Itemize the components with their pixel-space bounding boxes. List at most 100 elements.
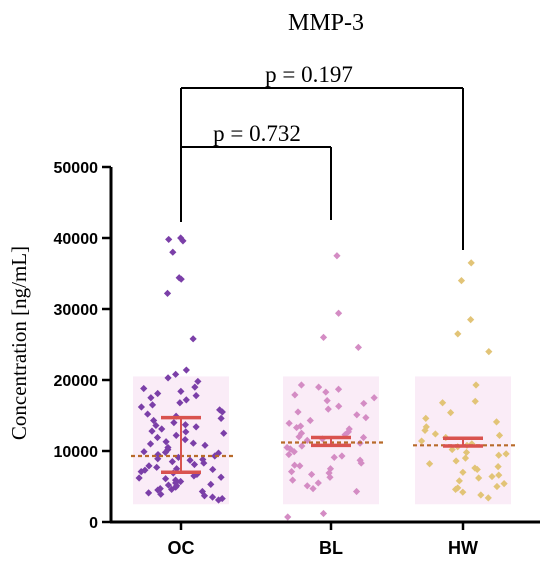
y-tick-label: 20000 — [54, 373, 99, 390]
data-point — [199, 455, 207, 464]
data-point — [153, 463, 161, 471]
data-point — [145, 489, 153, 497]
data-point — [295, 433, 303, 441]
data-point — [220, 429, 228, 437]
data-point — [309, 485, 317, 493]
data-point — [182, 366, 190, 374]
data-point — [191, 383, 199, 391]
data-point — [140, 384, 148, 393]
data-point — [285, 450, 293, 459]
data-point — [485, 348, 493, 356]
data-point — [370, 394, 378, 402]
data-point — [314, 479, 322, 487]
data-point — [158, 425, 166, 433]
data-point — [359, 433, 368, 442]
data-point — [473, 465, 481, 474]
data-point — [471, 464, 479, 472]
data-point — [161, 475, 170, 483]
data-point — [290, 448, 298, 456]
data-point — [217, 473, 225, 481]
data-point — [144, 410, 152, 418]
data-point — [357, 459, 365, 467]
x-tick-label: BL — [319, 538, 343, 558]
data-point — [140, 448, 148, 456]
data-point — [137, 467, 145, 476]
data-point — [181, 421, 190, 429]
data-point — [345, 425, 353, 433]
data-point — [297, 381, 306, 389]
data-point — [154, 486, 162, 494]
data-point — [422, 423, 430, 431]
data-point — [163, 289, 172, 297]
data-point — [170, 419, 178, 427]
data-point — [315, 383, 323, 391]
data-point — [287, 467, 296, 476]
data-point — [461, 454, 470, 462]
data-point — [467, 316, 475, 324]
data-point — [448, 445, 456, 454]
data-point — [467, 259, 475, 267]
data-point — [147, 394, 155, 402]
x-tick-label: OC — [168, 538, 195, 558]
data-point — [162, 438, 170, 446]
data-point — [214, 496, 223, 504]
data-point — [452, 457, 460, 465]
data-point — [360, 399, 368, 408]
data-point — [208, 493, 217, 501]
data-point — [135, 474, 143, 482]
data-point — [145, 462, 153, 470]
data-point — [306, 416, 314, 425]
y-tick-label: 50000 — [54, 160, 99, 177]
data-point — [200, 492, 209, 500]
data-point — [495, 431, 504, 439]
data-point — [218, 408, 226, 416]
data-point — [500, 480, 508, 488]
data-point — [298, 442, 306, 450]
data-point — [493, 482, 501, 491]
data-point — [217, 414, 225, 422]
data-point — [324, 405, 332, 413]
y-axis-label: Concentration [ng/mL] — [7, 246, 31, 440]
data-point — [181, 436, 189, 444]
data-point — [502, 450, 510, 458]
data-point — [154, 389, 162, 398]
data-point — [201, 441, 209, 449]
data-point — [152, 421, 160, 430]
data-point — [292, 423, 301, 432]
data-point — [422, 414, 430, 422]
data-point — [447, 409, 455, 417]
data-point — [177, 387, 185, 395]
data-point — [459, 468, 467, 476]
data-point — [189, 335, 197, 343]
y-tick-label: 30000 — [54, 302, 99, 319]
data-point — [169, 248, 177, 256]
data-point — [338, 452, 346, 460]
chart-title: MMP-3 — [288, 10, 364, 36]
data-point — [495, 451, 503, 459]
data-point — [334, 309, 343, 317]
data-point — [335, 402, 343, 410]
data-point — [296, 462, 304, 470]
data-point — [209, 465, 217, 474]
data-point — [333, 252, 341, 260]
data-point — [164, 374, 172, 382]
data-point — [319, 333, 328, 341]
data-point — [148, 401, 157, 409]
data-point — [198, 487, 206, 496]
data-point — [189, 439, 197, 447]
data-point — [192, 392, 200, 400]
data-point — [330, 453, 338, 461]
data-point — [475, 474, 483, 482]
data-point — [182, 396, 190, 404]
x-tick-label: HW — [448, 538, 478, 558]
data-point — [150, 416, 158, 425]
y-tick-label: 0 — [89, 515, 98, 532]
data-point — [190, 472, 198, 480]
data-point — [319, 509, 328, 518]
data-point — [290, 461, 299, 469]
data-point — [354, 343, 362, 351]
y-tick-label: 40000 — [54, 231, 99, 248]
data-point — [291, 391, 299, 399]
data-point — [492, 418, 501, 426]
